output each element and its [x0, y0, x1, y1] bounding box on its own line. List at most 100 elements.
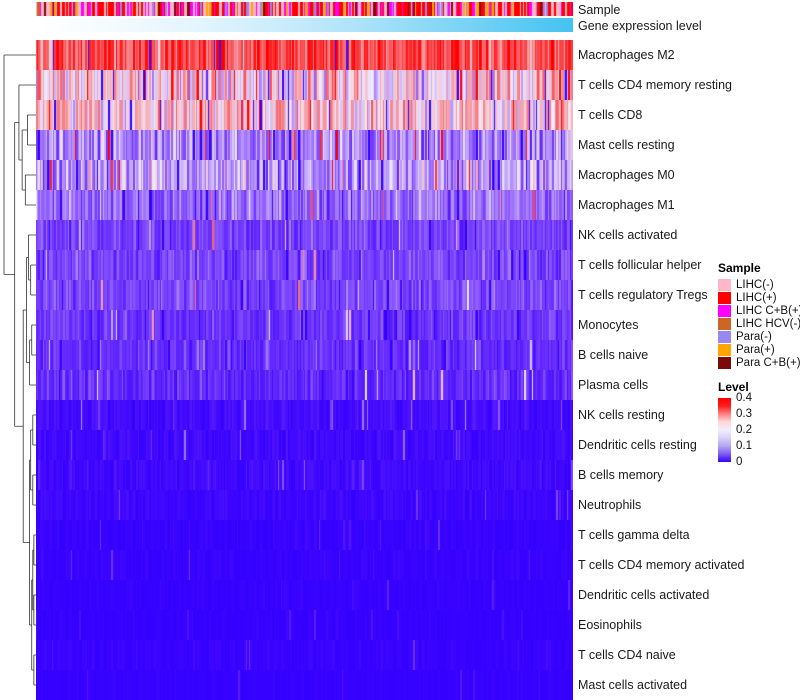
level-legend-title: Level [718, 379, 749, 394]
heatmap-row-cells [36, 580, 573, 610]
heatmap-row-cells [36, 100, 573, 130]
heatmap-row-cells [36, 250, 573, 280]
legend-item-label: LIHC C+B(+) [736, 304, 800, 317]
legend-swatch [718, 279, 731, 292]
heatmap-row [36, 340, 573, 370]
level-tick-labels: 0.4 0.3 0.2 0.1 0 [736, 392, 800, 467]
heatmap-row-cells [36, 160, 573, 190]
heatmap-row [36, 580, 573, 610]
sample-legend-item: Para(-) [718, 331, 800, 344]
row-label: NK cells resting [578, 408, 665, 422]
heatmap-row [36, 250, 573, 280]
legend-item-label: LIHC HCV(-) [736, 317, 800, 330]
heatmap-row-cells [36, 640, 573, 670]
legend-item-label: Para(-) [736, 330, 772, 343]
sample-annotation-bar [36, 2, 573, 16]
legend-swatch [718, 318, 731, 331]
heatmap-row [36, 490, 573, 520]
legend-swatch [718, 344, 731, 357]
heatmap-row-cells [36, 550, 573, 580]
heatmap-row [36, 70, 573, 100]
sample-legend-title: Sample [718, 261, 761, 275]
level-tick: 0.3 [736, 407, 752, 420]
row-label: T cells CD4 memory resting [578, 78, 732, 92]
row-label: NK cells activated [578, 228, 678, 242]
row-label: Neutrophils [578, 498, 642, 512]
row-label: B cells memory [578, 468, 664, 482]
heatmap-row-cells [36, 220, 573, 250]
gene-annotation-label: Gene expression level [578, 19, 702, 33]
heatmap-row [36, 550, 573, 580]
row-label: Macrophages M0 [578, 168, 675, 182]
heatmap-row-cells [36, 520, 573, 550]
level-colorbar [718, 397, 731, 462]
level-tick: 0.4 [736, 391, 752, 404]
heatmap-row-cells [36, 70, 573, 100]
row-dendrogram [3, 54, 36, 686]
heatmap-row [36, 160, 573, 190]
gene-expression-annotation-bar [36, 18, 573, 32]
heatmap-row [36, 460, 573, 490]
legend-item-label: Para C+B(+) [736, 356, 800, 369]
row-label: Eosinophils [578, 618, 642, 632]
legend-item-label: LIHC(-) [736, 278, 774, 291]
heatmap-row-cells [36, 490, 573, 520]
heatmap-row [36, 520, 573, 550]
row-label: Mast cells activated [578, 678, 688, 692]
heatmap-row [36, 310, 573, 340]
row-label: Macrophages M2 [578, 48, 675, 62]
heatmap-row [36, 100, 573, 130]
row-label: Mast cells resting [578, 138, 675, 152]
row-label: Macrophages M1 [578, 198, 675, 212]
sample-legend-item: LIHC HCV(-) [718, 318, 800, 331]
row-label: Plasma cells [578, 378, 649, 392]
row-label: B cells naive [578, 348, 649, 362]
heatmap-row [36, 400, 573, 430]
heatmap-row-cells [36, 280, 573, 310]
heatmap-row [36, 280, 573, 310]
heatmap-row-cells [36, 430, 573, 460]
legend-swatch [718, 292, 731, 305]
row-label: T cells CD4 naive [578, 648, 676, 662]
row-label: T cells follicular helper [578, 258, 702, 272]
heatmap-row [36, 190, 573, 220]
heatmap-row-cells [36, 340, 573, 370]
legend-swatch [718, 331, 731, 344]
heatmap-row [36, 130, 573, 160]
heatmap-row-cells [36, 610, 573, 640]
legend-item-label: Para(+) [736, 343, 775, 356]
sample-legend-item: Para(+) [718, 344, 800, 357]
row-label: T cells CD4 memory activated [578, 558, 745, 572]
sample-legend-item: LIHC(-) [718, 279, 800, 292]
level-tick: 0.2 [736, 423, 752, 436]
heatmap-row [36, 610, 573, 640]
dendrogram-branches [3, 54, 36, 686]
heatmap-row-cells [36, 40, 573, 70]
heatmap-row [36, 430, 573, 460]
legend-swatch [718, 305, 731, 318]
row-label-column: Macrophages M2 T cells CD4 memory resting… [578, 40, 793, 700]
heatmap-row-cells [36, 190, 573, 220]
legend-panel: Sample LIHC(-) LIHC(+) LIHC C+B(+) LIHC HCV… [718, 261, 800, 467]
heatmap-body [36, 40, 573, 700]
heatmap-row-cells [36, 310, 573, 340]
heatmap-row [36, 370, 573, 400]
heatmap-row [36, 220, 573, 250]
level-tick: 0.1 [736, 439, 752, 452]
level-legend: Level 0.4 0.3 0.2 0.1 0 [718, 379, 800, 467]
heatmap-row [36, 670, 573, 700]
sample-annotation-label: Sample [578, 3, 621, 17]
level-tick: 0 [736, 455, 743, 468]
row-label: Dendritic cells activated [578, 588, 710, 602]
heatmap-row [36, 40, 573, 70]
heatmap-row-cells [36, 670, 573, 700]
legend-swatch [718, 357, 731, 370]
heatmap-row-cells [36, 400, 573, 430]
legend-item-label: LIHC(+) [736, 291, 777, 304]
sample-legend: Sample LIHC(-) LIHC(+) LIHC C+B(+) LIHC HCV… [718, 261, 800, 370]
row-label: T cells regulatory Tregs [578, 288, 708, 302]
heatmap-row-cells [36, 460, 573, 490]
row-label: T cells gamma delta [578, 528, 690, 542]
sample-legend-item: Para C+B(+) [718, 357, 800, 370]
